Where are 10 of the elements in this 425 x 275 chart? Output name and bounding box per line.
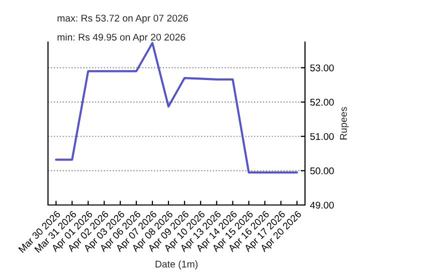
y-tick-label: 51.00	[310, 133, 334, 140]
y-axis-title: Rupees	[340, 107, 349, 140]
text: max: Rs 53.72 on Apr 07 2026	[58, 14, 188, 24]
y-tick-label: 50.00	[310, 167, 334, 174]
y-tick-label: 52.00	[310, 98, 334, 106]
y-tick-label: 53.00	[310, 64, 334, 72]
line-series	[54, 42, 298, 174]
y-tick-label: 49.00	[310, 202, 334, 209]
annotation: min: Rs 49.95 on Apr 20 2026	[58, 33, 186, 43]
x-axis-title: Date (1m)	[156, 260, 198, 270]
